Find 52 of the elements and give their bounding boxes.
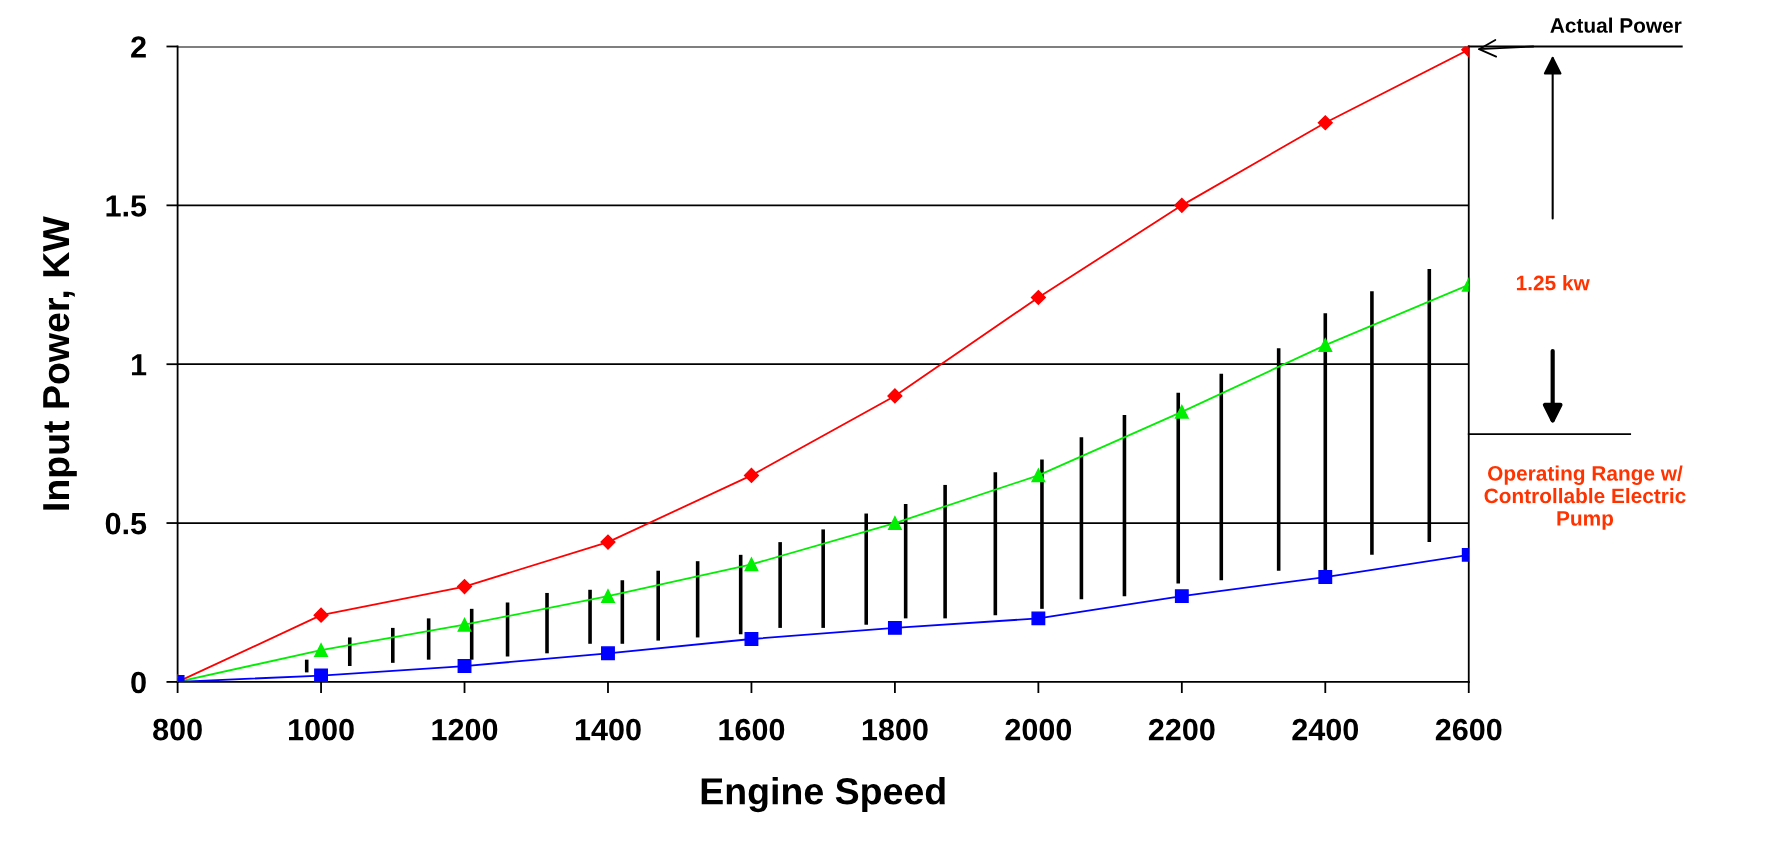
point <box>314 643 329 658</box>
point <box>456 579 473 595</box>
bar <box>304 659 309 673</box>
bar <box>588 589 592 644</box>
x-axis-title: Engine Speed <box>701 777 945 813</box>
x-tick-label: 1800 <box>862 718 928 741</box>
point <box>1318 570 1333 585</box>
point <box>887 620 902 635</box>
point <box>457 659 472 673</box>
point <box>1318 338 1333 353</box>
y-tick-label: 1 <box>131 354 147 376</box>
x-tick-label: 2000 <box>1005 718 1072 741</box>
bar <box>821 529 825 628</box>
y-tick-label: 0.5 <box>105 512 147 535</box>
x-tick-label: 2200 <box>1148 718 1215 741</box>
point <box>1317 115 1333 131</box>
x-tick-label: 1400 <box>575 718 641 741</box>
text: Operating Range w/ Controllable Electric Pump <box>1484 465 1686 530</box>
x-tick-label: 1200 <box>432 718 498 741</box>
point <box>314 668 329 682</box>
y-tick-label: 1.5 <box>106 195 147 217</box>
point <box>1174 404 1189 419</box>
bar <box>545 592 549 654</box>
point <box>313 607 329 623</box>
y-axis-title: Input Power, KW <box>43 216 77 510</box>
point <box>744 557 759 572</box>
point <box>743 467 760 483</box>
bar <box>391 627 395 663</box>
x-tick-label: 2600 <box>1435 718 1502 741</box>
bar <box>347 637 352 667</box>
point <box>601 589 615 604</box>
point <box>1174 197 1190 213</box>
text: 1.25 kw <box>1516 275 1590 291</box>
y-tick-label: 2 <box>131 36 146 58</box>
point <box>887 388 903 404</box>
y-tick-label: 0 <box>131 671 146 694</box>
bar <box>656 570 660 641</box>
point <box>744 632 759 646</box>
point <box>1031 468 1046 483</box>
x-tick-label: 2400 <box>1292 718 1359 741</box>
x-tick-label: 800 <box>153 718 202 741</box>
x-tick-label: 1000 <box>289 718 354 741</box>
annotation: Actual Power <box>1550 17 1682 33</box>
point <box>1031 611 1046 626</box>
point <box>887 516 902 531</box>
point <box>600 534 616 550</box>
point <box>457 617 472 632</box>
point <box>1174 589 1189 604</box>
point <box>601 646 615 661</box>
x-tick-label: 1600 <box>719 718 785 741</box>
point <box>1030 289 1046 306</box>
bar <box>778 542 782 628</box>
